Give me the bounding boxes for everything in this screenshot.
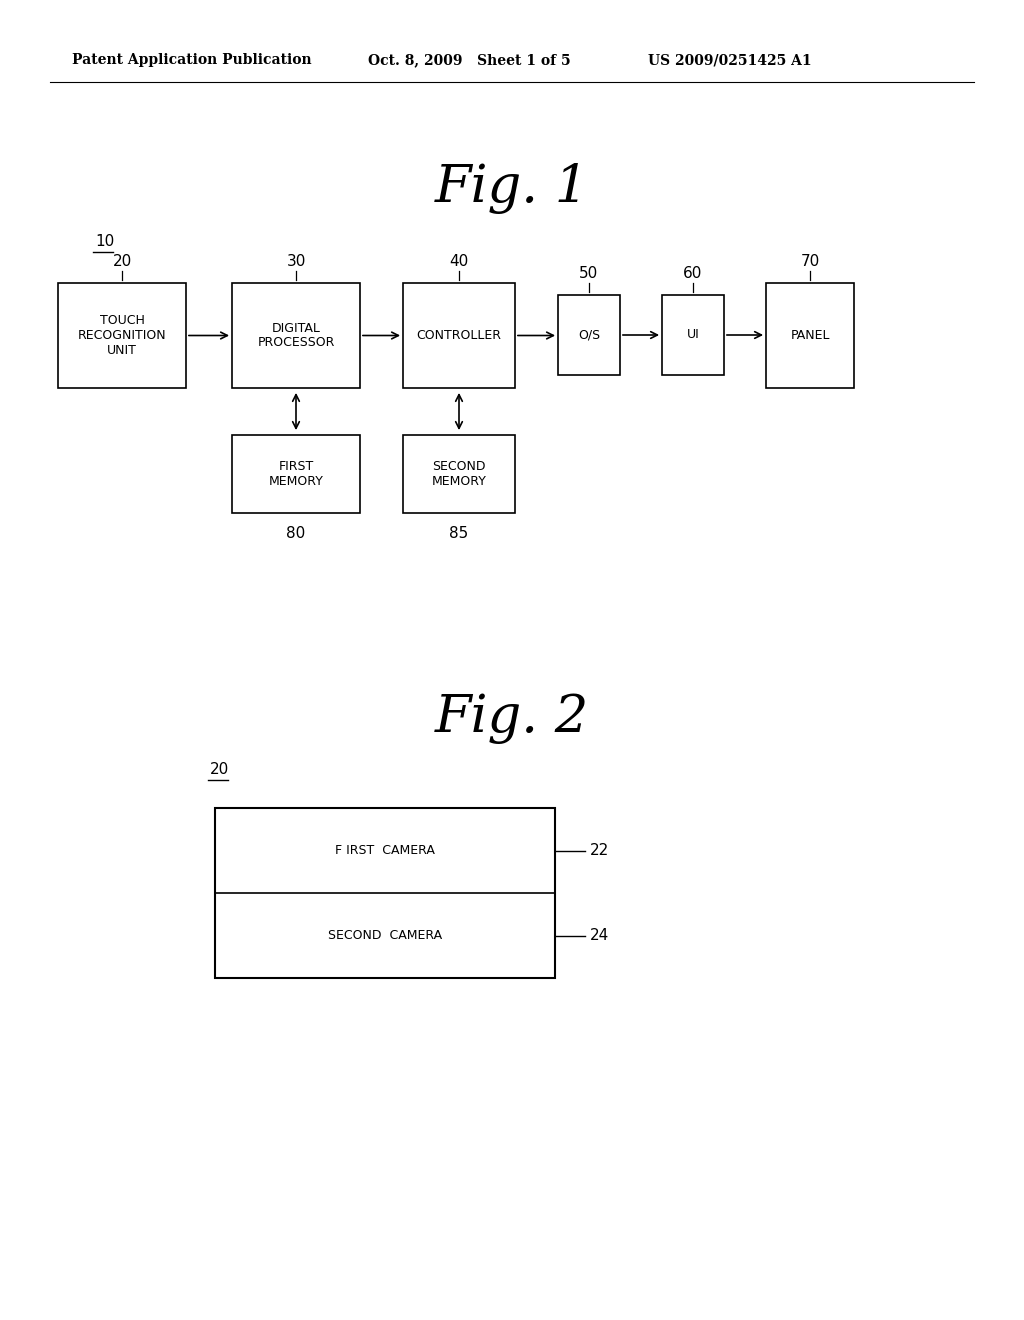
Bar [232,436,360,513]
Text: TOUCH
RECOGNITION
UNIT: TOUCH RECOGNITION UNIT [78,314,166,356]
Text: 50: 50 [580,265,599,281]
Text: O/S: O/S [578,329,600,342]
Text: DIGITAL
PROCESSOR: DIGITAL PROCESSOR [257,322,335,350]
Text: SECOND  CAMERA: SECOND CAMERA [328,929,442,942]
Text: 85: 85 [450,525,469,540]
Text: 60: 60 [683,265,702,281]
Text: 24: 24 [590,928,609,942]
Text: US 2009/0251425 A1: US 2009/0251425 A1 [648,53,812,67]
Text: UI: UI [687,329,699,342]
Text: Patent Application Publication: Patent Application Publication [72,53,311,67]
Text: 40: 40 [450,253,469,268]
Text: 20: 20 [210,763,229,777]
Bar [403,436,515,513]
Text: FIRST
MEMORY: FIRST MEMORY [268,459,324,488]
Bar [215,808,555,978]
Text: PANEL: PANEL [791,329,829,342]
Text: F IRST  CAMERA: F IRST CAMERA [335,843,435,857]
Text: 30: 30 [287,253,306,268]
Text: 10: 10 [95,235,115,249]
Bar [232,282,360,388]
Text: 80: 80 [287,525,305,540]
Bar [403,282,515,388]
Bar [662,294,724,375]
Text: SECOND
MEMORY: SECOND MEMORY [431,459,486,488]
Text: 22: 22 [590,843,609,858]
Text: 70: 70 [801,253,819,268]
Bar [766,282,854,388]
Text: Oct. 8, 2009   Sheet 1 of 5: Oct. 8, 2009 Sheet 1 of 5 [368,53,570,67]
Text: Fig. 2: Fig. 2 [435,693,589,743]
Text: CONTROLLER: CONTROLLER [417,329,502,342]
Text: 20: 20 [113,253,132,268]
Bar [558,294,620,375]
Bar [58,282,186,388]
Text: Fig. 1: Fig. 1 [435,162,589,214]
